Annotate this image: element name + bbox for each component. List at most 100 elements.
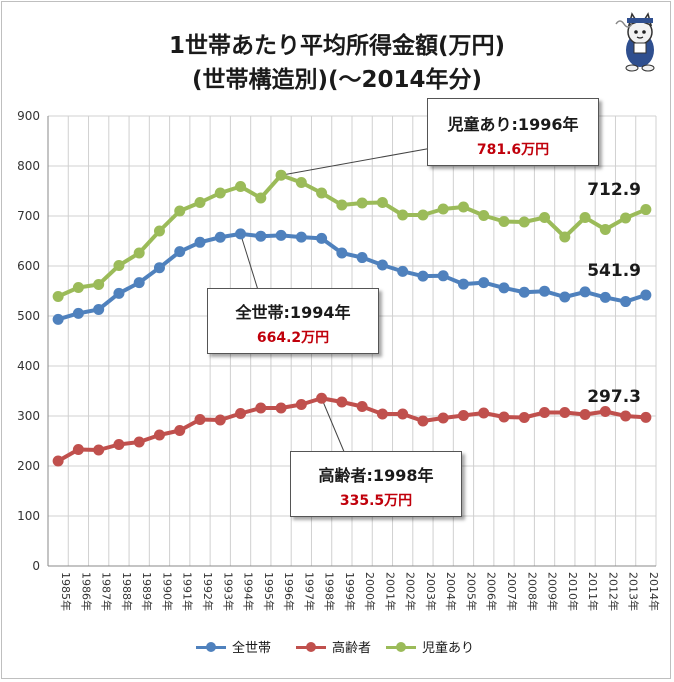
data-point [113, 260, 125, 271]
legend-label-elderly: 高齢者 [332, 641, 372, 656]
data-point [539, 285, 551, 297]
x-tick-label: 2008年 [525, 572, 539, 611]
legend-label-all: 全世帯 [232, 641, 272, 656]
data-point [336, 396, 348, 408]
data-point [295, 177, 307, 188]
cat-mascot-icon [615, 12, 655, 72]
data-point [194, 197, 206, 208]
x-tick-label: 2004年 [444, 572, 458, 611]
data-point [579, 286, 591, 298]
data-point [93, 444, 105, 456]
data-point [275, 402, 287, 414]
data-point [174, 425, 186, 436]
y-tick-label: 700 [17, 209, 40, 223]
x-tick-label: 2011年 [586, 572, 600, 611]
x-tick-label: 2006年 [485, 572, 499, 611]
x-tick-label: 2001年 [383, 572, 397, 611]
data-point [397, 408, 409, 420]
data-point [235, 408, 247, 419]
x-tick-label: 1991年 [181, 572, 195, 611]
x-tick-label: 2014年 [647, 572, 661, 611]
data-point [295, 231, 307, 243]
callout-leader-2 [321, 398, 346, 455]
x-tick-label: 1998年 [323, 572, 337, 611]
chart-subtitle: (世帯構造別)(～2014年分) [191, 67, 483, 93]
data-point [498, 411, 510, 423]
data-point [518, 216, 530, 228]
data-point [620, 296, 632, 308]
data-point [559, 291, 571, 303]
callout-children-value: 781.6万円 [476, 142, 550, 158]
x-tick-label: 2005年 [464, 572, 478, 611]
y-tick-label: 300 [17, 409, 40, 423]
x-tick-label: 2002年 [404, 572, 418, 611]
data-point [417, 209, 429, 221]
data-point [620, 410, 632, 422]
x-tick-label: 1990年 [160, 572, 174, 611]
data-point [113, 287, 125, 299]
x-tick-label: 1996年 [282, 572, 296, 611]
data-point [539, 212, 551, 223]
data-point [559, 231, 571, 243]
series-lines [52, 169, 652, 467]
data-point [316, 392, 328, 404]
data-point [336, 199, 348, 211]
end-label-all: 541.9 [587, 261, 641, 281]
data-point [52, 455, 64, 467]
data-point [478, 407, 490, 419]
data-point [72, 444, 84, 455]
x-tick-label: 1986年 [79, 572, 93, 611]
data-point [397, 265, 409, 277]
data-point [295, 399, 307, 410]
callout-elderly-1998: 高齢者:1998年 335.5万円 [290, 451, 462, 517]
data-point [376, 259, 388, 271]
data-point [599, 291, 611, 303]
callout-leader-0 [280, 147, 433, 176]
x-tick-label: 1993年 [221, 572, 235, 611]
data-point [174, 246, 186, 258]
end-labels: 712.9 541.9 297.3 [587, 180, 641, 407]
data-point [133, 247, 145, 259]
data-point [356, 401, 368, 412]
x-tick-label: 2013年 [627, 572, 641, 611]
y-tick-label: 500 [17, 309, 40, 323]
data-point [214, 414, 226, 426]
legend-marker-all [206, 642, 216, 652]
data-point [356, 252, 368, 264]
x-tick-label: 2010年 [566, 572, 580, 611]
data-point [316, 187, 328, 199]
data-point [275, 229, 287, 241]
y-tick-label: 100 [17, 509, 40, 523]
callout-elderly-value: 335.5万円 [339, 493, 413, 509]
x-tick-label: 2012年 [606, 572, 620, 611]
end-label-elderly: 297.3 [587, 387, 641, 407]
data-point [133, 436, 145, 448]
data-point [599, 406, 611, 417]
x-tick-label: 2007年 [505, 572, 519, 611]
data-point [417, 415, 429, 427]
y-tick-label: 200 [17, 459, 40, 473]
x-tick-label: 2009年 [546, 572, 560, 611]
data-point [457, 278, 469, 290]
data-point [599, 224, 611, 235]
data-point [539, 407, 551, 418]
data-point [72, 307, 84, 319]
data-point [133, 277, 145, 289]
data-point [518, 412, 530, 423]
data-point [214, 187, 226, 199]
x-tick-label: 1999年 [343, 572, 357, 611]
data-point [437, 203, 449, 215]
y-tick-label: 800 [17, 159, 40, 173]
data-point [72, 282, 84, 293]
callout-leader-1 [240, 233, 259, 291]
data-point [457, 201, 469, 213]
callout-leaders [240, 147, 433, 455]
data-point [235, 181, 247, 192]
data-point [194, 236, 206, 248]
data-point [52, 313, 64, 325]
data-point [457, 410, 469, 421]
data-point [153, 262, 165, 274]
data-point [214, 231, 226, 243]
